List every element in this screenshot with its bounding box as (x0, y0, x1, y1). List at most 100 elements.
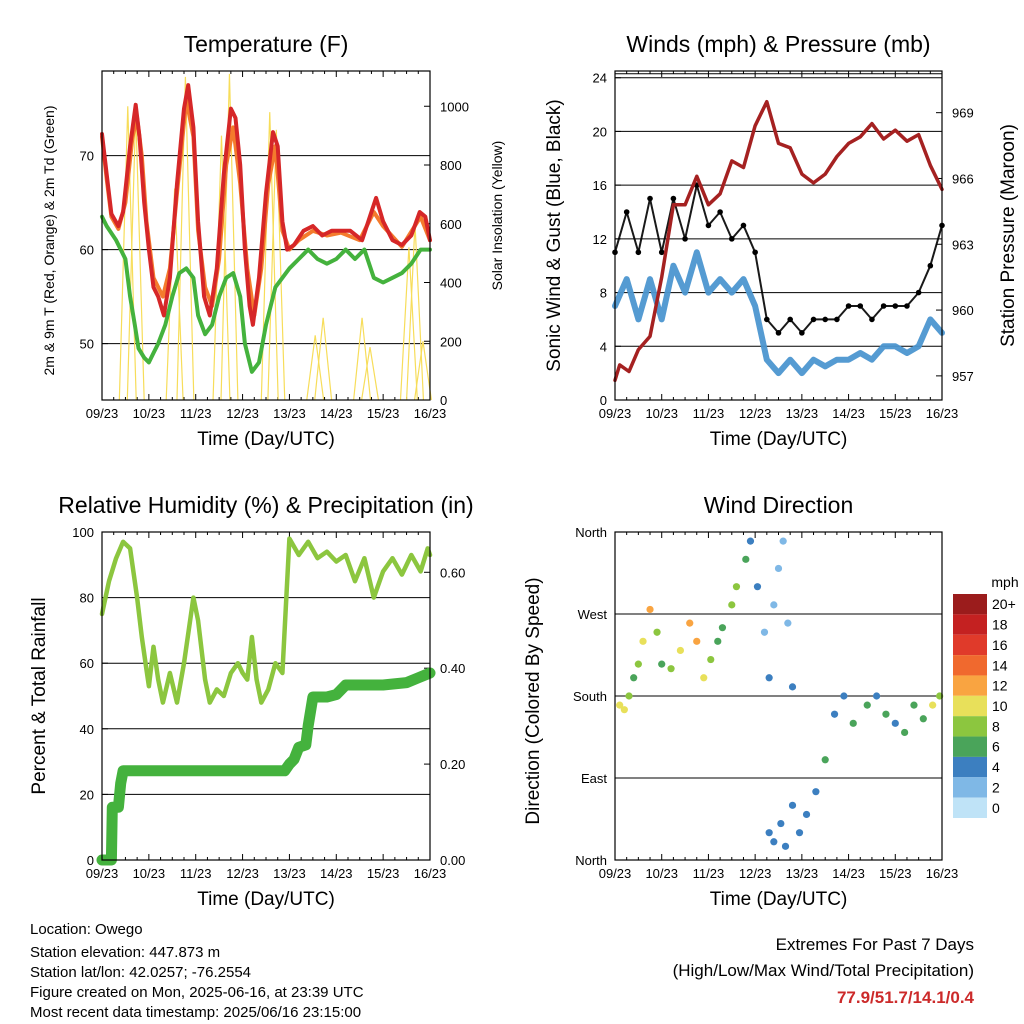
y2-tick-label: 0.00 (440, 853, 465, 868)
direction-point (625, 692, 633, 700)
x-tick-label: 11/23 (180, 866, 212, 881)
extremes-values: 77.9/51.7/14.1/0.4 (836, 988, 974, 1007)
y2-tick-label: 200 (440, 334, 462, 349)
y-tick-label: South (573, 689, 607, 704)
colorbar-swatch (953, 695, 987, 717)
solar-spike (306, 335, 325, 401)
direction-point (760, 628, 769, 636)
y2-tick-label: 0 (440, 393, 447, 408)
pressure-series (613, 99, 944, 383)
solar-spike (413, 341, 432, 401)
plot-border (101, 70, 431, 401)
x-tick-label: 15/23 (879, 866, 912, 881)
temp-2m-series (100, 83, 432, 327)
winds-panel: Winds (mph) & Pressure (mb) 09/23 10/23 11/… (544, 31, 1019, 450)
direction-panel: Wind Direction 09/23 10/23 11/23 12/23 13/23 1… (523, 492, 1019, 910)
x-tick-label: 15/23 (367, 866, 400, 881)
direction-point (707, 655, 715, 664)
direction-point (774, 564, 783, 573)
colorbar-label: 2 (992, 779, 1000, 795)
colorbar-swatch (953, 614, 987, 635)
x-tick-label: 10/23 (645, 866, 678, 881)
colorbar-title: mph (991, 574, 1018, 590)
temperature-y2label: Solar Insolation (Yellow) (489, 141, 505, 291)
solar-spike (176, 76, 195, 401)
direction-point (765, 674, 773, 682)
y2-tick-label: 0.40 (440, 661, 465, 676)
x-tick-label: 13/23 (786, 866, 819, 881)
x-tick-label: 09/23 (599, 866, 632, 881)
direction-point (653, 628, 661, 636)
y-tick-label: East (581, 771, 607, 786)
direction-point (840, 692, 848, 700)
sonic-wind-series (612, 249, 945, 377)
y-tick-label: 60 (80, 243, 94, 258)
colorbar-swatch (953, 675, 987, 696)
x-tick-label: 14/23 (832, 406, 865, 421)
direction-point (676, 646, 685, 655)
direction-point (910, 701, 918, 709)
direction-point (863, 701, 871, 709)
y-tick-label: 24 (593, 71, 607, 86)
gust-series (614, 184, 943, 334)
x-tick-label: 16/23 (926, 406, 959, 421)
direction-point (795, 829, 804, 837)
y-tick-label: 80 (80, 591, 94, 606)
direction-ylabel: Direction (Colored By Speed) (523, 577, 544, 824)
direction-point (753, 583, 762, 591)
x-tick-label: 13/23 (273, 866, 306, 881)
y2-tick-label: 400 (440, 276, 462, 291)
x-tick-label: 10/23 (133, 866, 166, 881)
direction-point (686, 619, 694, 627)
solar-spike (220, 73, 239, 401)
colorbar-label: 14 (992, 657, 1008, 673)
colorbar-swatch (953, 777, 987, 798)
colorbar-label: 6 (992, 739, 1000, 755)
temperature-title: Temperature (F) (184, 31, 349, 57)
x-tick-label: 12/23 (739, 406, 772, 421)
colorbar-label: 12 (992, 678, 1008, 694)
y-tick-label: 50 (80, 337, 94, 352)
x-tick-label: 09/23 (86, 406, 119, 421)
direction-point (891, 719, 899, 727)
direction-point (821, 756, 829, 764)
colorbar-swatch (953, 756, 987, 778)
solar-spike (360, 347, 380, 401)
x-tick-label: 16/23 (414, 866, 447, 881)
direction-point (788, 683, 797, 691)
y-tick-label: North (575, 853, 607, 868)
direction-point (919, 715, 927, 723)
rainfall-series (96, 667, 436, 866)
direction-point (788, 801, 797, 809)
x-tick-label: 09/23 (599, 406, 632, 421)
colorbar-label: 18 (992, 617, 1008, 633)
colorbar-label: 4 (992, 759, 1000, 775)
extremes-subtitle: (High/Low/Max Wind/Total Precipitation) (672, 961, 974, 980)
y-tick-label: 20 (593, 124, 607, 139)
solar-spike (353, 317, 372, 401)
colorbar-swatch (953, 594, 987, 615)
x-tick-label: 12/23 (226, 406, 259, 421)
x-tick-label: 10/23 (133, 406, 166, 421)
colorbar-label: 0 (992, 800, 1000, 816)
direction-point (779, 537, 787, 545)
winds-xlabel: Time (Day/UTC) (710, 429, 848, 450)
colorbar-label: 10 (992, 698, 1008, 714)
y-tick-label: 0 (600, 393, 607, 408)
dewpoint-series (100, 214, 432, 374)
y2-tick-label: 0.20 (440, 757, 465, 772)
direction-point (639, 637, 647, 645)
humidity-panel: Relative Humidity (%) & Precipitation (i… (29, 492, 474, 910)
y-tick-label: 0 (87, 853, 94, 868)
x-tick-label: 13/23 (273, 406, 306, 421)
colorbar-label: 20+ (992, 596, 1016, 612)
direction-point (700, 674, 708, 682)
colorbar-label: 16 (992, 637, 1008, 653)
y-tick-label: 20 (80, 787, 94, 802)
direction-point (781, 842, 790, 850)
x-tick-label: 10/23 (645, 406, 678, 421)
y2-tick-label: 957 (952, 369, 974, 384)
x-tick-label: 14/23 (832, 866, 865, 881)
y-tick-label: 40 (80, 722, 94, 737)
